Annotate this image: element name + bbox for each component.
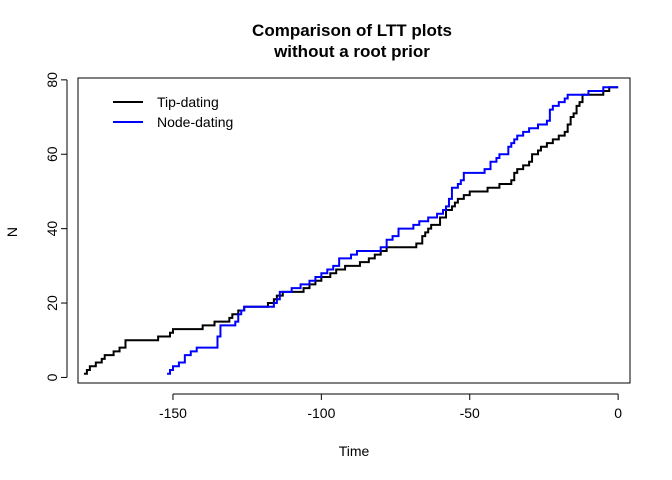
legend-label: Tip-dating — [157, 94, 219, 110]
y-tick-label: 20 — [44, 295, 60, 311]
legend: Tip-dating Node-dating — [113, 94, 233, 130]
plot-frame — [77, 77, 631, 384]
y-tick-label: 80 — [44, 72, 60, 88]
y-tick-label: 60 — [44, 146, 60, 162]
y-tick-label: 40 — [44, 221, 60, 237]
x-tick-label: -150 — [159, 405, 187, 421]
series-line-tip-dating — [83, 86, 619, 375]
series-layer — [83, 86, 619, 375]
chart-title-line1: Comparison of LTT plots — [252, 21, 452, 40]
legend-label: Node-dating — [157, 114, 233, 130]
chart-title-line2: without a root prior — [273, 42, 430, 61]
x-tick-label: -50 — [460, 405, 480, 421]
x-axis: -150 -100 -50 0 — [159, 393, 622, 421]
x-tick-label: -100 — [307, 405, 335, 421]
x-axis-label: Time — [339, 443, 370, 459]
y-tick-label: 0 — [44, 373, 60, 381]
y-axis: 0 20 40 60 80 — [44, 72, 68, 381]
series-line-node-dating — [167, 86, 619, 375]
y-axis-label: N — [4, 227, 20, 237]
x-tick-label: 0 — [614, 405, 622, 421]
